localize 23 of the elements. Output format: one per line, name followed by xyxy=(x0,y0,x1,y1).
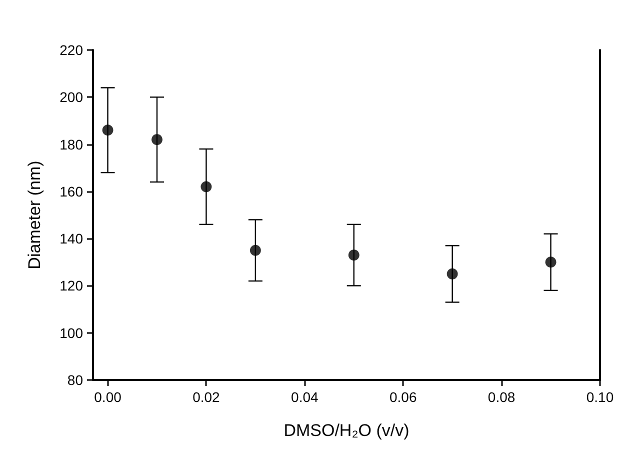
y-tick-label: 80 xyxy=(67,372,84,388)
x-tick-label: 0.00 xyxy=(94,389,122,405)
y-tick-label: 220 xyxy=(60,42,84,58)
point xyxy=(200,181,212,192)
y-axis-title: Diameter (nm) xyxy=(25,160,44,270)
y-tick-label: 140 xyxy=(60,230,84,247)
x-tick-label: 0.04 xyxy=(291,389,318,405)
x-tick-label: 0.10 xyxy=(586,389,614,405)
y-tick-label: 100 xyxy=(60,324,84,341)
y-tick-label: 120 xyxy=(60,278,84,294)
y-tick-label: 200 xyxy=(60,89,84,106)
y-tick-label: 160 xyxy=(60,183,84,200)
x-tick-label: 0.02 xyxy=(192,389,220,405)
x-axis-title: DMSO/H₂O (v/v) xyxy=(284,421,410,440)
x-tick-label: 0.06 xyxy=(389,389,417,405)
x-tick-label: 0.08 xyxy=(488,389,516,405)
point xyxy=(250,244,261,256)
point xyxy=(446,268,458,280)
point xyxy=(102,124,114,136)
point xyxy=(152,134,162,146)
point xyxy=(348,250,360,261)
y-tick-label: 180 xyxy=(60,136,84,152)
point xyxy=(545,256,556,268)
